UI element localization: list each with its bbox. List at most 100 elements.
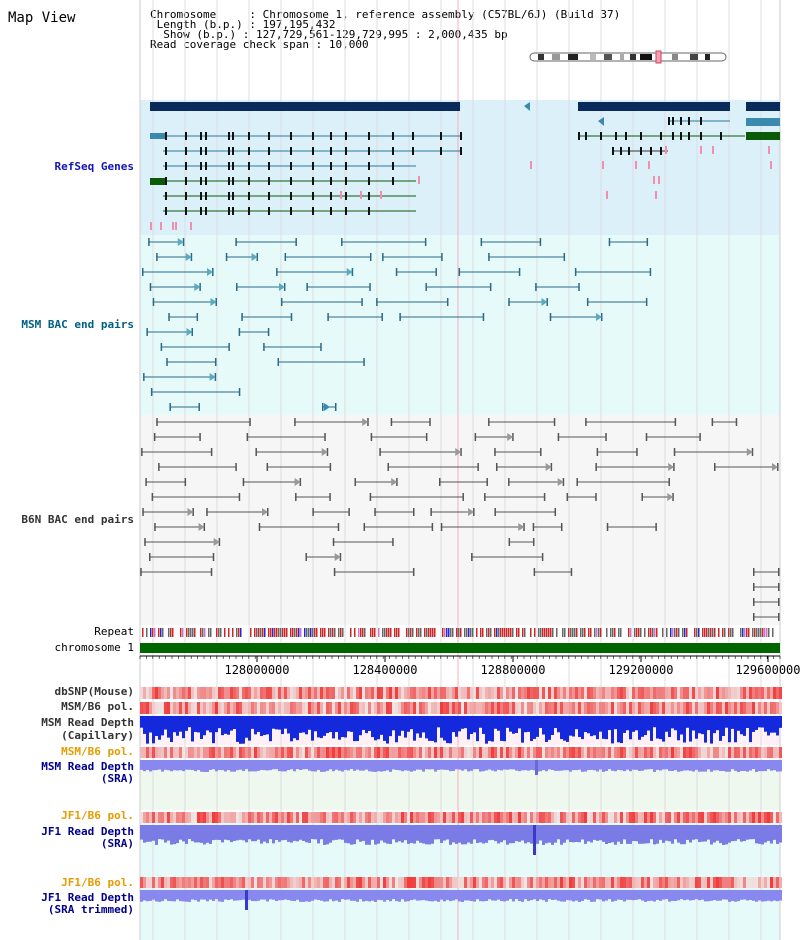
jf1-depth-bar — [650, 825, 653, 840]
msm-cap-depth-bar — [314, 716, 317, 732]
msm-b6-pol-heat-cell — [299, 702, 302, 714]
bac-end — [605, 433, 607, 441]
dbsnp-heat-cell — [431, 687, 434, 699]
jf1-b6-pol-2-heat-cell — [542, 877, 545, 888]
dbsnp-heat-cell — [290, 687, 293, 699]
jf1-b6-pol-2-heat-cell — [575, 877, 578, 888]
dbsnp-heat-cell — [179, 687, 182, 699]
bac-end — [284, 253, 287, 261]
msm-b6-pol-heat-cell — [740, 702, 743, 714]
msm-cap-depth-bar — [740, 716, 743, 735]
dbsnp-heat-cell — [338, 687, 341, 699]
track-label-jf1-depth[interactable]: JF1 Read Depth — [41, 825, 134, 838]
jf1-b6-pol-heat-cell — [314, 812, 317, 823]
msm-cap-depth-bar — [212, 716, 215, 744]
dbsnp-heat-cell — [593, 687, 596, 699]
msm-cap-depth-bar — [572, 716, 575, 737]
bac-end — [266, 463, 269, 471]
jf1-trim-depth-bar — [557, 890, 560, 901]
jf1-b6-pol-heat-cell — [401, 812, 404, 823]
jf1-b6-pol-heat-cell — [203, 812, 206, 823]
jf1-b6-pol-heat-cell — [287, 812, 290, 823]
repeat-mark — [290, 628, 292, 637]
bac-end — [320, 343, 322, 351]
jf1-b6-pol-2-heat-cell — [299, 877, 302, 888]
track-label-jf1-b6-pol-2[interactable]: JF1/B6 pol. — [61, 876, 134, 889]
jf1-b6-pol-heat-cell — [572, 812, 575, 823]
refseq-exon — [312, 192, 314, 200]
jf1-b6-pol-2-heat-cell — [740, 877, 743, 888]
jf1-b6-pol-2-heat-cell — [431, 877, 434, 888]
msm-cap-depth-bar — [707, 716, 710, 731]
repeat-mark — [432, 628, 434, 637]
msm-cap-depth-bar — [611, 716, 614, 744]
msm-b6-pol-2-heat-cell — [671, 747, 674, 758]
msm-b6-pol-heat-cell — [401, 702, 404, 714]
track-label-b6n-bac[interactable]: B6N BAC end pairs — [21, 513, 134, 526]
jf1-trim-depth-bar — [779, 890, 782, 901]
repeat-mark — [516, 628, 518, 637]
jf1-depth-bar — [758, 825, 761, 844]
dbsnp-heat-cell — [497, 687, 500, 699]
jf1-trim-depth-bar — [263, 890, 266, 900]
track-label-msm-depth-sra[interactable]: MSM Read Depth — [41, 760, 134, 773]
dbsnp-heat-cell — [443, 687, 446, 699]
msm-b6-pol-2-heat-cell — [482, 747, 485, 758]
jf1-trim-depth-bar — [401, 890, 404, 900]
msm-cap-depth-bar — [392, 716, 395, 731]
repeat-mark — [500, 628, 502, 637]
msm-b6-pol-heat-cell — [719, 702, 722, 714]
jf1-depth-bar — [161, 825, 164, 840]
jf1-trim-depth-bar — [524, 890, 527, 900]
msm-b6-pol-heat-cell — [704, 702, 707, 714]
jf1-b6-pol-2-heat-cell — [725, 877, 728, 888]
dbsnp-heat-cell — [275, 687, 278, 699]
msm-sra-depth-bar — [695, 760, 698, 770]
bac-end — [595, 493, 597, 501]
dbsnp-heat-cell — [143, 687, 146, 699]
refseq-exon — [268, 132, 270, 140]
dbsnp-heat-cell — [317, 687, 320, 699]
jf1-b6-pol-2-heat-cell — [407, 877, 410, 888]
repeat-mark — [308, 628, 310, 637]
jf1-trim-depth-bar — [674, 890, 677, 902]
track-label-chromosome[interactable]: chromosome 1 — [54, 641, 134, 654]
track-label-refseq[interactable]: RefSeq Genes — [54, 160, 134, 173]
dbsnp-heat-cell — [710, 687, 713, 699]
repeat-mark — [486, 628, 488, 637]
track-label-jf1-trim[interactable]: JF1 Read Depth — [41, 891, 134, 904]
track-label-msm-bac[interactable]: MSM BAC end pairs — [21, 318, 134, 331]
track-label-msm-b6-pol-2[interactable]: MSM/B6 pol. — [61, 745, 134, 758]
msm-sra-depth-bar — [728, 760, 731, 772]
jf1-b6-pol-heat-cell — [644, 812, 647, 823]
repeat-mark — [722, 628, 724, 637]
jf1-b6-pol-heat-cell — [272, 812, 275, 823]
msm-cap-depth-bar — [752, 716, 755, 732]
jf1-b6-pol-heat-cell — [503, 812, 506, 823]
msm-cap-depth-bar — [560, 716, 563, 740]
msm-sra-depth-bar — [776, 760, 779, 772]
msm-sra-depth-bar — [662, 760, 665, 770]
repeat-mark — [728, 628, 730, 637]
jf1-trim-depth-bar — [362, 890, 365, 902]
msm-sra-depth-bar — [326, 760, 329, 771]
jf1-b6-pol-heat-cell — [758, 812, 761, 823]
jf1-depth-bar — [218, 825, 221, 840]
msm-b6-pol-heat-cell — [467, 702, 470, 714]
dbsnp-heat-cell — [731, 687, 734, 699]
repeat-mark — [710, 628, 712, 637]
msm-cap-depth-bar — [527, 716, 530, 732]
track-label-repeat[interactable]: Repeat — [94, 625, 134, 638]
track-label-dbsnp[interactable]: dbSNP(Mouse) — [54, 685, 134, 698]
dbsnp-heat-cell — [716, 687, 719, 699]
jf1-depth-bar — [356, 825, 359, 840]
msm-cap-depth-bar — [728, 716, 731, 743]
track-label-msm-b6-pol[interactable]: MSM/B6 pol. — [61, 700, 134, 713]
jf1-depth-bar — [305, 825, 308, 843]
track-label-msm-depth-cap[interactable]: MSM Read Depth — [41, 716, 134, 729]
jf1-depth-bar — [689, 825, 692, 843]
jf1-b6-pol-heat-cell — [353, 812, 356, 823]
jf1-trim-depth-bar — [434, 890, 437, 901]
track-label-jf1-b6-pol[interactable]: JF1/B6 pol. — [61, 809, 134, 822]
